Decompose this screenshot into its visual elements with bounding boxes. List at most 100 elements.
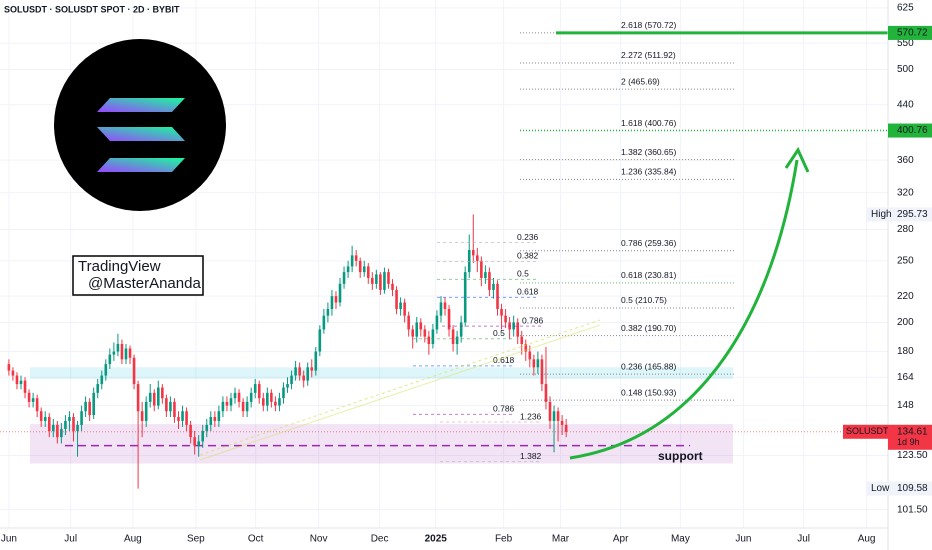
- candle-body: [140, 411, 144, 421]
- candle-body: [261, 398, 265, 406]
- minor-fib-label: 0.236: [517, 232, 539, 242]
- candle-body: [11, 370, 15, 376]
- candle-body: [165, 398, 168, 412]
- fib-label: 0.236 (165.88): [621, 361, 676, 371]
- candle-body: [330, 296, 334, 309]
- y-tick-label: 625: [897, 2, 914, 13]
- candle-body: [189, 424, 192, 438]
- target-label: 400.76: [897, 125, 928, 136]
- x-tick-label: 2025: [425, 534, 448, 545]
- x-tick-label: Apr: [613, 534, 629, 545]
- candle-body: [431, 329, 435, 344]
- x-tick-label: Dec: [371, 534, 389, 545]
- candle-body: [286, 384, 289, 388]
- candle-body: [221, 401, 225, 412]
- candle-body: [306, 367, 310, 381]
- candle-body: [237, 392, 241, 402]
- fib-label: 2.272 (511.92): [621, 50, 676, 60]
- x-tick-label: Jul: [64, 534, 77, 545]
- candle-body: [548, 401, 552, 421]
- candle-body: [484, 272, 487, 278]
- fib-label: 0.786 (259.36): [621, 238, 676, 248]
- minor-fib-label: 0.5: [493, 328, 505, 338]
- candle-body: [152, 392, 156, 406]
- candle-body: [338, 283, 342, 303]
- candle-body: [217, 411, 221, 421]
- candle-body: [560, 420, 564, 425]
- x-tick-label: Feb: [495, 534, 513, 545]
- candle-body: [290, 375, 293, 385]
- zone: [30, 424, 733, 464]
- candle-body: [104, 364, 108, 376]
- fib-label: 1.382 (360.65): [621, 147, 676, 157]
- candle-body: [524, 343, 528, 352]
- candle-body: [112, 351, 116, 355]
- candle-body: [205, 424, 209, 431]
- candle-body: [173, 401, 176, 418]
- candle-body: [88, 401, 91, 416]
- fib-label: 0.382 (190.70): [621, 323, 676, 333]
- candle-body: [201, 430, 205, 442]
- y-tick-label: 500: [897, 64, 914, 75]
- target-label: 570.72: [897, 28, 928, 39]
- candle-body: [278, 398, 281, 406]
- candle-body: [76, 424, 79, 431]
- candle-body: [395, 289, 398, 309]
- candle-body: [334, 296, 338, 303]
- fib-label: 0.5 (210.75): [621, 295, 667, 305]
- candle-body: [536, 359, 540, 368]
- x-tick-label: Oct: [248, 534, 264, 545]
- candle-body: [544, 384, 548, 402]
- candle-body: [128, 348, 132, 358]
- minor-fib-label: 0.618: [493, 355, 515, 365]
- candle-body: [415, 322, 419, 337]
- candle-body: [443, 302, 447, 309]
- candle-body: [471, 250, 475, 256]
- y-tick-label: 148: [897, 400, 914, 411]
- y-tick-label: 320: [897, 187, 914, 198]
- minor-fib-label: 0.618: [517, 287, 539, 297]
- candle-body: [375, 274, 378, 284]
- candle-body: [245, 401, 249, 412]
- minor-fib-label: 1.236: [520, 411, 542, 421]
- x-tick-label: Jun: [1, 534, 17, 545]
- target-box: [888, 25, 932, 40]
- x-tick-label: Jun: [735, 534, 751, 545]
- candle-body: [451, 329, 455, 344]
- zone: [30, 367, 733, 379]
- candle-body: [366, 266, 370, 278]
- candle-body: [266, 392, 269, 406]
- candle-body: [318, 329, 322, 352]
- last-symbol: SOLUSDT: [846, 426, 889, 436]
- candle-body: [185, 411, 188, 425]
- candle-body: [96, 384, 100, 393]
- low-caption: Low: [871, 483, 890, 494]
- candle-body: [476, 255, 479, 261]
- candle-body: [399, 302, 402, 309]
- candle-body: [136, 384, 140, 412]
- candle-body: [144, 401, 148, 421]
- y-tick-label: 200: [897, 317, 914, 328]
- candle-body: [354, 255, 358, 261]
- minor-fib-label: 0.5: [517, 269, 529, 279]
- candle-body: [120, 343, 124, 360]
- candle-body: [419, 322, 423, 330]
- candle-body: [391, 283, 394, 290]
- candle-body: [80, 411, 83, 425]
- candle-body: [92, 392, 95, 416]
- y-tick-label: 180: [897, 346, 914, 357]
- low-box: [866, 481, 932, 496]
- minor-fib-label: 1.382: [520, 451, 542, 461]
- candle-body: [371, 277, 374, 284]
- x-tick-label: Aug: [858, 534, 876, 545]
- x-tick-label: Mar: [552, 534, 570, 545]
- x-tick-label: Nov: [310, 534, 328, 545]
- candle-body: [233, 392, 237, 399]
- y-tick-label: 280: [897, 224, 914, 235]
- watermark: TradingView: [78, 258, 161, 275]
- candle-body: [47, 417, 51, 431]
- candle-body: [383, 272, 386, 290]
- fib-label: 0.618 (230.81): [621, 270, 676, 280]
- candle-body: [19, 380, 23, 385]
